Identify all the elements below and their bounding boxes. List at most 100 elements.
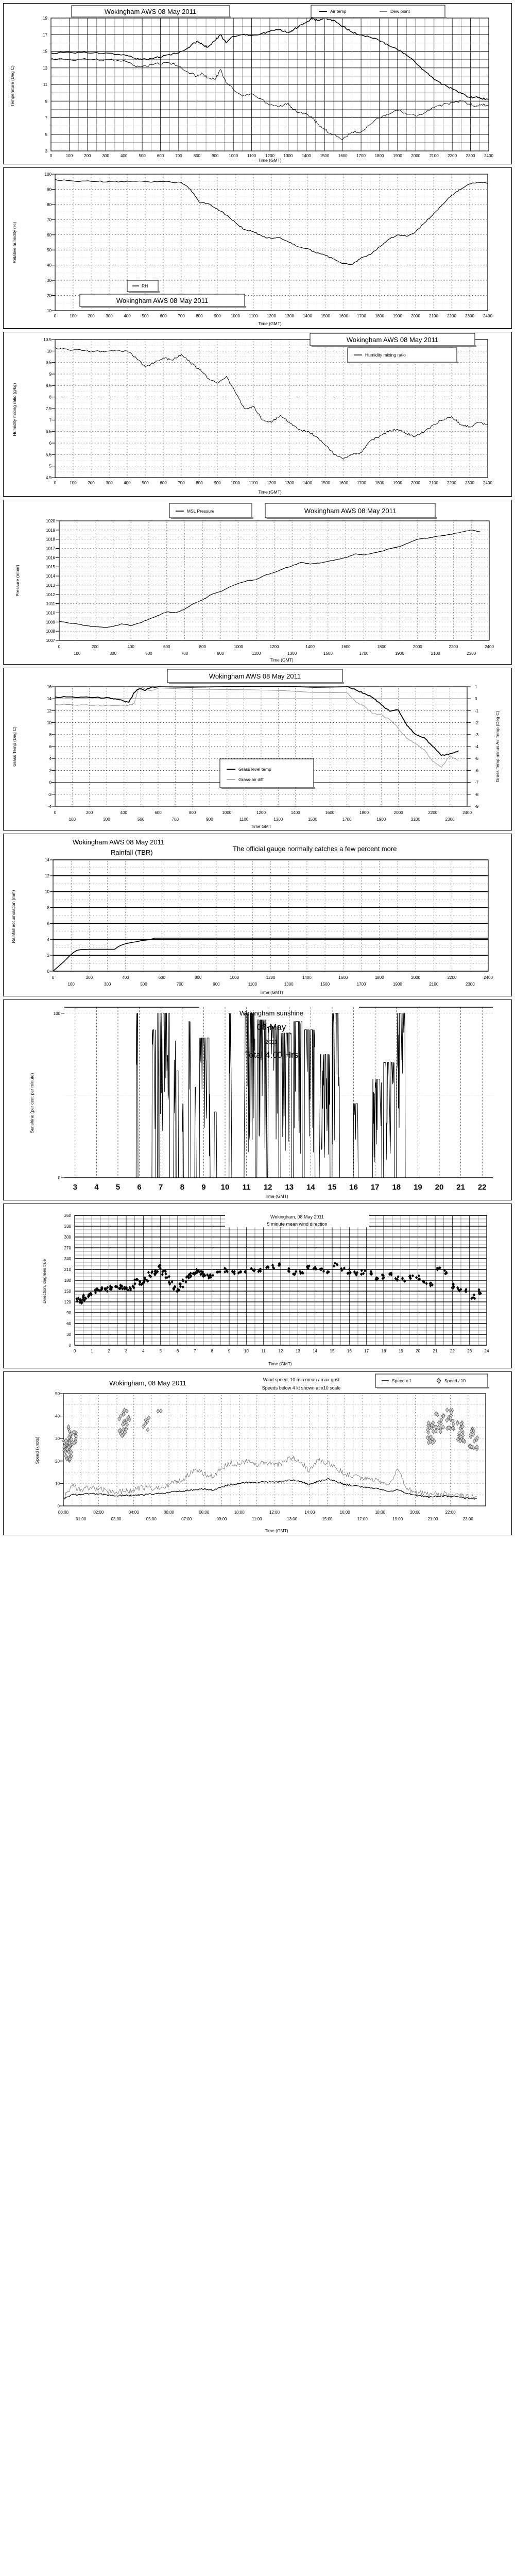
tick-label: 2100 — [431, 651, 440, 656]
tick-label: 1900 — [376, 817, 386, 822]
data-point-marker — [181, 1279, 185, 1283]
tick-label: 7.5 — [46, 406, 52, 411]
data-point-marker — [67, 1435, 71, 1440]
tick-label: 100 — [70, 481, 77, 485]
x-axis-label: Time (GMT) — [258, 321, 282, 326]
tick-label: 800 — [195, 975, 202, 980]
data-point-marker — [125, 1286, 128, 1290]
tick-label: 17:00 — [357, 1517, 368, 1521]
data-point-marker — [445, 1408, 449, 1413]
tick-label: 2300 — [445, 817, 455, 822]
tick-label: 04:00 — [129, 1510, 140, 1515]
y-axis-label: Grass Temp (Deg C) — [12, 726, 17, 767]
data-point-marker — [355, 1270, 359, 1275]
legend-speed-div10: Speed / 10 — [444, 1378, 466, 1383]
tick-label: 2000 — [411, 975, 420, 980]
chart-title: Wokingham sunshine — [239, 1009, 303, 1017]
tick-label: 100 — [69, 817, 76, 822]
chart-title: Wokingham, 08 May 2011 — [109, 1379, 186, 1387]
tick-label: 100 — [45, 172, 52, 177]
data-point-marker — [477, 1290, 480, 1294]
y-axis-label: Relative humidity (%) — [12, 222, 17, 263]
tick-label: 400 — [121, 810, 128, 815]
tick-label: 1400 — [291, 810, 300, 815]
tick-label: 19 — [414, 1183, 422, 1192]
data-point-marker — [370, 1272, 373, 1276]
tick-label: 9 — [49, 372, 52, 377]
tick-label: 21 — [433, 1349, 438, 1353]
data-point-marker — [349, 1270, 352, 1275]
data-point-marker — [458, 1289, 461, 1293]
data-point-marker — [196, 1270, 199, 1274]
data-point-marker — [287, 1269, 290, 1273]
tick-label: 2000 — [411, 314, 420, 318]
tick-label: 300 — [106, 314, 113, 318]
chart-title: Wokingham, 08 May 2011 — [270, 1214, 324, 1219]
tick-label: 1200 — [256, 810, 266, 815]
tick-label: 1800 — [375, 975, 384, 980]
tick-label: -5 — [475, 756, 479, 761]
data-point-marker — [417, 1278, 420, 1281]
data-point-marker — [216, 1270, 220, 1274]
data-point-marker — [432, 1429, 435, 1434]
data-point-marker — [312, 1267, 315, 1270]
tick-label: 23 — [467, 1349, 472, 1353]
data-point-marker — [437, 1420, 441, 1425]
tick-label: 18 — [392, 1183, 401, 1192]
data-point-marker — [332, 1264, 336, 1268]
legend-grass-level-temp: Grass level temp — [238, 767, 271, 772]
chart-panel-temperature: 3 5 7 9 11 13 15 17 19 0 100 200 300 400 500 600 700 800… — [3, 3, 512, 164]
chart-title: Wokingham AWS 08 May 2011 — [347, 336, 438, 344]
data-point-marker — [117, 1428, 122, 1433]
tick-label: 400 — [122, 975, 129, 980]
tick-label: 1700 — [357, 481, 366, 485]
data-point-marker — [114, 1285, 117, 1289]
data-point-marker — [67, 1440, 72, 1446]
data-point-marker — [63, 1444, 66, 1449]
chart-panel-grass-temp: -4 -2 0 2 4 6 8 10 12 14 16 -9 -8 -7 -6 -5 -4 -3 -2 -1 0 1 0… — [3, 668, 512, 831]
data-point-marker — [403, 1279, 406, 1283]
tick-label: 0 — [54, 314, 57, 318]
tick-label: -8 — [475, 792, 479, 797]
data-point-marker — [452, 1421, 455, 1427]
tick-label: 17 — [364, 1349, 369, 1353]
tick-label: 500 — [140, 982, 147, 987]
tick-label: 1500 — [320, 982, 330, 987]
tick-label: 2100 — [429, 481, 438, 485]
tick-label: 80 — [47, 202, 52, 207]
tick-label: 1012 — [46, 592, 55, 597]
data-point-marker — [179, 1282, 182, 1286]
tick-label: 1100 — [248, 982, 258, 987]
tick-label: 800 — [196, 481, 203, 485]
tick-label: 3 — [45, 149, 48, 154]
tick-label: 1200 — [266, 975, 276, 980]
data-point-marker — [259, 1267, 262, 1271]
data-series-line — [50, 57, 489, 140]
x-axis-label: Time (GMT) — [258, 489, 282, 495]
tick-label: 1500 — [320, 154, 329, 158]
tick-label: 18:00 — [375, 1510, 386, 1515]
legend-humidity-mixing-ratio: Humidity mixing ratio — [365, 352, 406, 358]
chart-subtitle-date: 08-May — [257, 1022, 286, 1032]
tick-label: 240 — [64, 1257, 72, 1261]
data-point-marker — [123, 1430, 127, 1435]
tick-label: 1007 — [46, 638, 55, 643]
tick-label: 7 — [159, 1183, 163, 1192]
tick-label: 2100 — [429, 314, 438, 318]
data-point-marker — [145, 1278, 148, 1282]
tick-label: 50 — [47, 248, 52, 252]
tick-label: 0 — [54, 810, 57, 815]
tick-label: 1600 — [341, 645, 351, 649]
data-point-marker — [417, 1274, 420, 1278]
tick-label: 700 — [177, 982, 184, 987]
tick-label: 200 — [84, 154, 91, 158]
tick-label: 12:00 — [269, 1510, 280, 1515]
tick-label: 90 — [47, 187, 52, 192]
data-point-marker — [150, 1269, 154, 1274]
tick-label: 07:00 — [181, 1517, 192, 1521]
tick-label: 5 — [49, 464, 52, 469]
data-point-marker — [147, 1415, 151, 1420]
tick-label: 60 — [47, 233, 52, 238]
tick-label: 1400 — [302, 975, 312, 980]
data-point-marker — [465, 1287, 468, 1291]
